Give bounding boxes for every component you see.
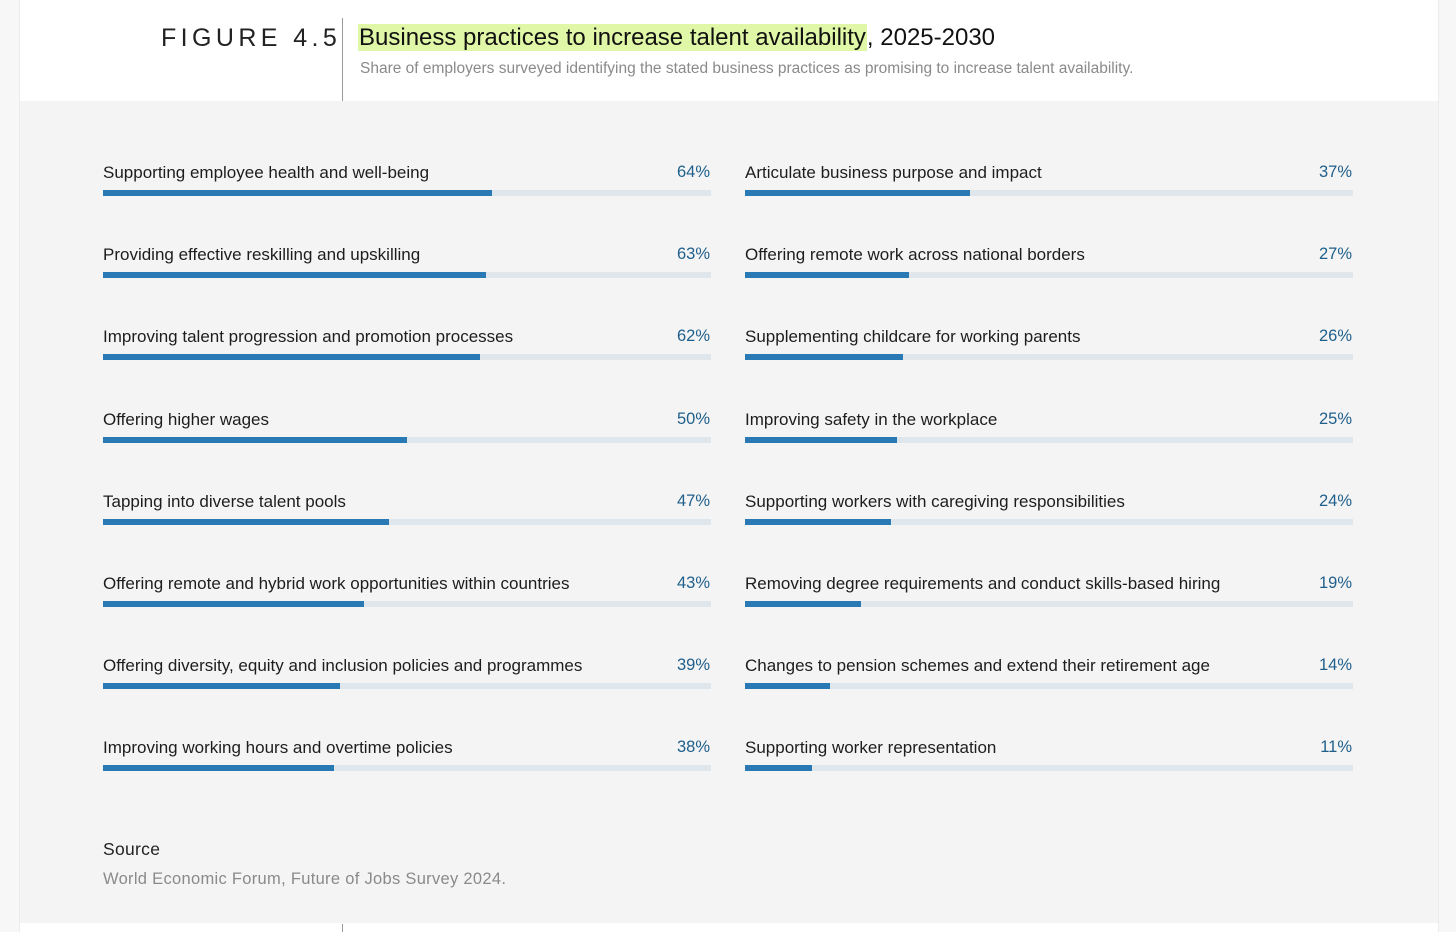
bar-item: Supporting workers with caregiving respo…	[745, 492, 1353, 532]
bar-track	[745, 601, 1353, 607]
bar	[103, 272, 487, 279]
figure-label: FIGURE 4.5	[161, 24, 342, 52]
bar-track	[103, 272, 711, 279]
bar-value-label: 39%	[676, 656, 710, 675]
bar-track	[745, 190, 1353, 196]
bar	[103, 518, 389, 525]
bar-value-label: 43%	[676, 574, 710, 592]
bar-track	[103, 683, 711, 690]
bar-value-label: 38%	[676, 738, 710, 757]
figure-header: FIGURE 4.5 Business practices to increas…	[20, 0, 1438, 101]
bar	[103, 436, 407, 443]
bar	[103, 683, 341, 690]
bar-item: Improving working hours and overtime pol…	[103, 738, 711, 778]
bar-track	[103, 436, 711, 443]
bar-value-label: 14%	[1318, 656, 1352, 675]
bar-item: Tapping into diverse talent pools 47%	[103, 492, 711, 532]
bar-item: Offering remote and hybrid work opportun…	[103, 574, 711, 614]
title-highlight: Business practices to increase talent av…	[358, 24, 867, 51]
bar-item: Removing degree requirements and conduct…	[745, 574, 1353, 614]
title-rest: , 2025-2030	[866, 24, 996, 51]
bar-item: Changes to pension schemes and extend th…	[745, 656, 1353, 696]
bar-track	[745, 518, 1353, 525]
bar-label: Improving talent progression and promoti…	[103, 327, 514, 347]
bar-item: Supporting worker representation 11%	[745, 738, 1353, 778]
bar-item: Offering higher wages 50%	[103, 410, 711, 450]
bar-value-label: 24%	[1318, 491, 1352, 510]
bar-item: Supplementing childcare for working pare…	[745, 327, 1353, 367]
figure-title: Business practices to increase talent av…	[358, 24, 995, 52]
bar-track	[103, 518, 711, 525]
bar-value-label: 25%	[1318, 409, 1352, 428]
bar-track	[103, 765, 711, 772]
bar	[103, 354, 480, 361]
page-edge-left	[0, 0, 20, 932]
bar	[103, 765, 335, 772]
bar-value-label: 63%	[676, 245, 710, 264]
bar-item: Articulate business purpose and impact 37…	[745, 163, 1353, 203]
bar-value-label: 64%	[676, 163, 710, 181]
bar-item: Improving talent progression and promoti…	[103, 327, 711, 367]
bar-label: Supporting workers with caregiving respo…	[745, 491, 1125, 511]
bar	[745, 601, 861, 607]
bar-item: Supporting employee health and well-bein…	[103, 163, 711, 203]
footer-strip	[20, 923, 1438, 932]
bar-track	[745, 765, 1353, 772]
bar	[745, 436, 897, 443]
figure-page: FIGURE 4.5 Business practices to increas…	[20, 0, 1438, 932]
bar	[745, 190, 970, 196]
bar-value-label: 27%	[1318, 245, 1352, 264]
bar	[745, 765, 812, 772]
bar-label: Providing effective reskilling and upski…	[103, 245, 421, 265]
bar-label: Supporting employee health and well-bein…	[103, 163, 430, 182]
bar-label: Supplementing childcare for working pare…	[745, 327, 1081, 347]
source-heading: Source	[103, 839, 161, 859]
bar-label: Improving working hours and overtime pol…	[103, 738, 453, 758]
bar-track	[745, 354, 1353, 361]
bar-item: Offering diversity, equity and inclusion…	[103, 656, 711, 696]
bar-label: Articulate business purpose and impact	[745, 163, 1042, 182]
page-edge-right	[1438, 0, 1456, 932]
bar-value-label: 26%	[1318, 327, 1352, 346]
bar-value-label: 62%	[676, 327, 710, 346]
bar-track	[103, 601, 711, 607]
bar-label: Offering higher wages	[103, 409, 270, 429]
bar	[745, 518, 891, 525]
bar-label: Improving safety in the workplace	[745, 409, 998, 429]
bar-value-label: 50%	[676, 409, 710, 428]
bar-track	[745, 683, 1353, 690]
bar	[745, 354, 904, 361]
bar	[745, 683, 831, 690]
footer-divider	[342, 924, 343, 932]
bar-track	[103, 190, 711, 196]
bar-value-label: 47%	[676, 491, 710, 510]
source-text: World Economic Forum, Future of Jobs Sur…	[103, 870, 507, 888]
bar	[103, 190, 493, 196]
bar	[745, 272, 910, 279]
bar-value-label: 11%	[1320, 738, 1352, 757]
bar-value-label: 37%	[1318, 163, 1352, 181]
bar-track	[745, 272, 1353, 279]
bar	[103, 601, 365, 607]
bar-label: Changes to pension schemes and extend th…	[745, 656, 1210, 676]
bar-label: Supporting worker representation	[745, 738, 997, 758]
bar-label: Offering diversity, equity and inclusion…	[103, 656, 583, 676]
bar-item: Providing effective reskilling and upski…	[103, 245, 711, 285]
bar-label: Removing degree requirements and conduct…	[745, 574, 1221, 593]
bar-label: Tapping into diverse talent pools	[103, 491, 346, 511]
bar-track	[745, 436, 1353, 443]
bar-item: Offering remote work across national bor…	[745, 245, 1353, 285]
bar-track	[103, 354, 711, 361]
bar-value-label: 19%	[1318, 574, 1352, 592]
figure-subtitle: Share of employers surveyed identifying …	[360, 60, 1134, 77]
bar-item: Improving safety in the workplace 25%	[745, 410, 1353, 450]
bar-label: Offering remote and hybrid work opportun…	[103, 574, 570, 593]
bar-label: Offering remote work across national bor…	[745, 245, 1085, 265]
header-divider	[342, 18, 343, 101]
